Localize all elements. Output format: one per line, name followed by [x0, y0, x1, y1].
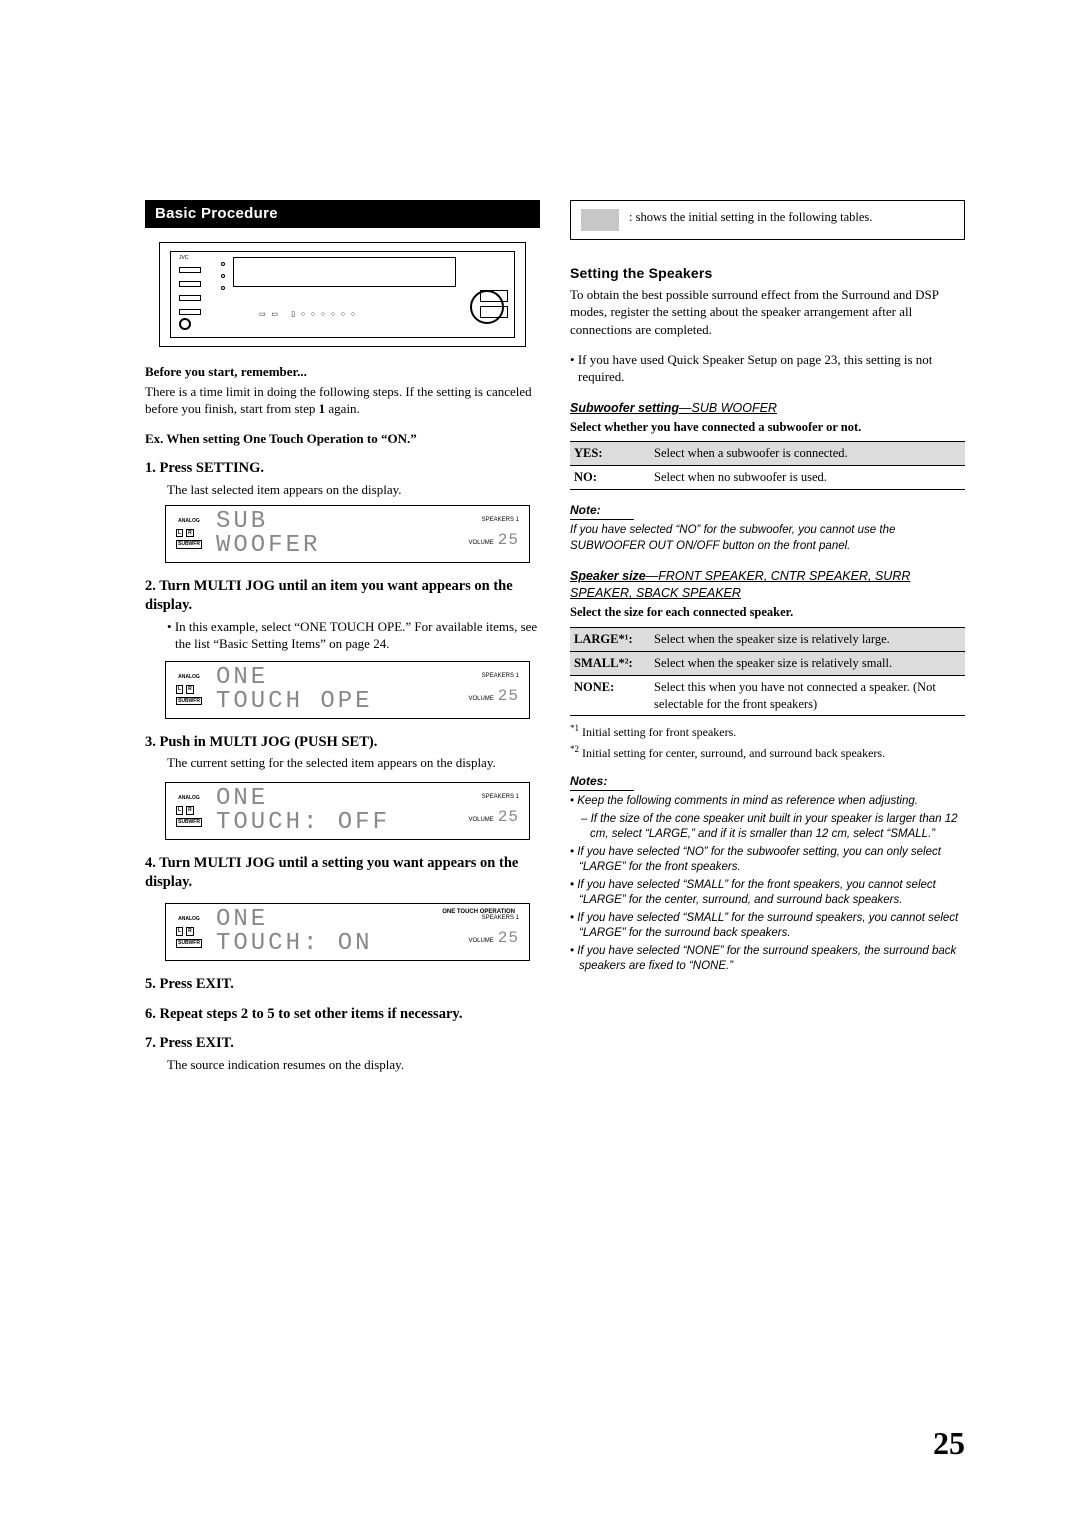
lcd-display-4: ONE TOUCH OPERATION ANALOG LR SUBWFR ONE… [165, 903, 530, 961]
before-start-heading: Before you start, remember... [145, 364, 307, 379]
step-2-heading: 2. Turn MULTI JOG until an item you want… [145, 577, 540, 616]
subwoofer-setting-sub: Select whether you have connected a subw… [570, 419, 965, 436]
legend-box: : shows the initial setting in the follo… [570, 200, 965, 240]
right-column: : shows the initial setting in the follo… [570, 200, 965, 1079]
notes-body: Keep the following comments in mind as r… [570, 794, 965, 975]
step-4-heading: 4. Turn MULTI JOG until a setting you wa… [145, 854, 540, 893]
lcd-display-3: ANALOG LR SUBWFR ONE TOUCH: OFF SPEAKERS… [165, 782, 530, 840]
page-number: 25 [933, 1422, 965, 1465]
step-7-heading: 7. Press EXIT. [145, 1034, 540, 1054]
speaker-size-heading: Speaker size—FRONT SPEAKER, CNTR SPEAKER… [570, 568, 965, 602]
speaker-size-sub: Select the size for each connected speak… [570, 604, 965, 621]
step-7-sub: The source indication resumes on the dis… [167, 1056, 540, 1074]
section-header: Basic Procedure [145, 200, 540, 228]
lcd-display-1: ANALOG LR SUBWFR SUB WOOFER SPEAKERS 1 V… [165, 505, 530, 563]
footnotes: *1 Initial setting for front speakers. *… [570, 722, 965, 760]
note-item: If you have selected “NONE” for the surr… [570, 944, 965, 975]
subwoofer-options-table: YES:Select when a subwoofer is connected… [570, 441, 965, 490]
note-item: If you have selected “SMALL” for the fro… [570, 878, 965, 909]
table-row: NONE:Select this when you have not conne… [570, 675, 965, 716]
step-2-bullet: • In this example, select “ONE TOUCH OPE… [167, 618, 540, 653]
legend-text: : shows the initial setting in the follo… [629, 209, 872, 231]
step-1-sub: The last selected item appears on the di… [167, 481, 540, 499]
speaker-size-table: LARGE*¹:Select when the speaker size is … [570, 627, 965, 717]
notes-heading: Notes: [570, 773, 634, 791]
table-row: NO:Select when no subwoofer is used. [570, 466, 965, 490]
before-start-text: There is a time limit in doing the follo… [145, 383, 540, 418]
left-column: Basic Procedure JVC ▭ ▭ ▯ ○ ○ ○ ○ ○ ○ [145, 200, 540, 1079]
note-item: If you have selected “SMALL” for the sur… [570, 911, 965, 942]
page-columns: Basic Procedure JVC ▭ ▭ ▯ ○ ○ ○ ○ ○ ○ [145, 200, 965, 1079]
note-item: If you have selected “NO” for the subwoo… [570, 845, 965, 876]
receiver-illustration: JVC ▭ ▭ ▯ ○ ○ ○ ○ ○ ○ [159, 242, 526, 347]
legend-swatch [581, 209, 619, 231]
before-start: Before you start, remember... There is a… [145, 363, 540, 418]
step-1-heading: 1. Press SETTING. [145, 459, 540, 479]
setting-speakers-heading: Setting the Speakers [570, 264, 965, 283]
table-row: SMALL*²:Select when the speaker size is … [570, 651, 965, 675]
subwoofer-setting-heading: Subwoofer setting—SUB WOOFER [570, 400, 965, 417]
setting-speakers-para: To obtain the best possible surround eff… [570, 286, 965, 339]
note-body: If you have selected “NO” for the subwoo… [570, 523, 965, 554]
step-3-sub: The current setting for the selected ite… [167, 754, 540, 772]
receiver-brand: JVC [179, 255, 188, 262]
step-3-heading: 3. Push in MULTI JOG (PUSH SET). [145, 733, 540, 753]
table-row: YES:Select when a subwoofer is connected… [570, 442, 965, 466]
lcd-display-2: ANALOG LR SUBWFR ONE TOUCH OPE SPEAKERS … [165, 661, 530, 719]
note-item: If the size of the cone speaker unit bui… [581, 812, 965, 843]
step-5-heading: 5. Press EXIT. [145, 975, 540, 995]
note-item: Keep the following comments in mind as r… [570, 794, 965, 810]
setting-speakers-bullet: • If you have used Quick Speaker Setup o… [570, 351, 965, 386]
example-heading: Ex. When setting One Touch Operation to … [145, 430, 540, 448]
note-heading: Note: [570, 502, 634, 520]
table-row: LARGE*¹:Select when the speaker size is … [570, 627, 965, 651]
step-6-heading: 6. Repeat steps 2 to 5 to set other item… [145, 1005, 540, 1025]
